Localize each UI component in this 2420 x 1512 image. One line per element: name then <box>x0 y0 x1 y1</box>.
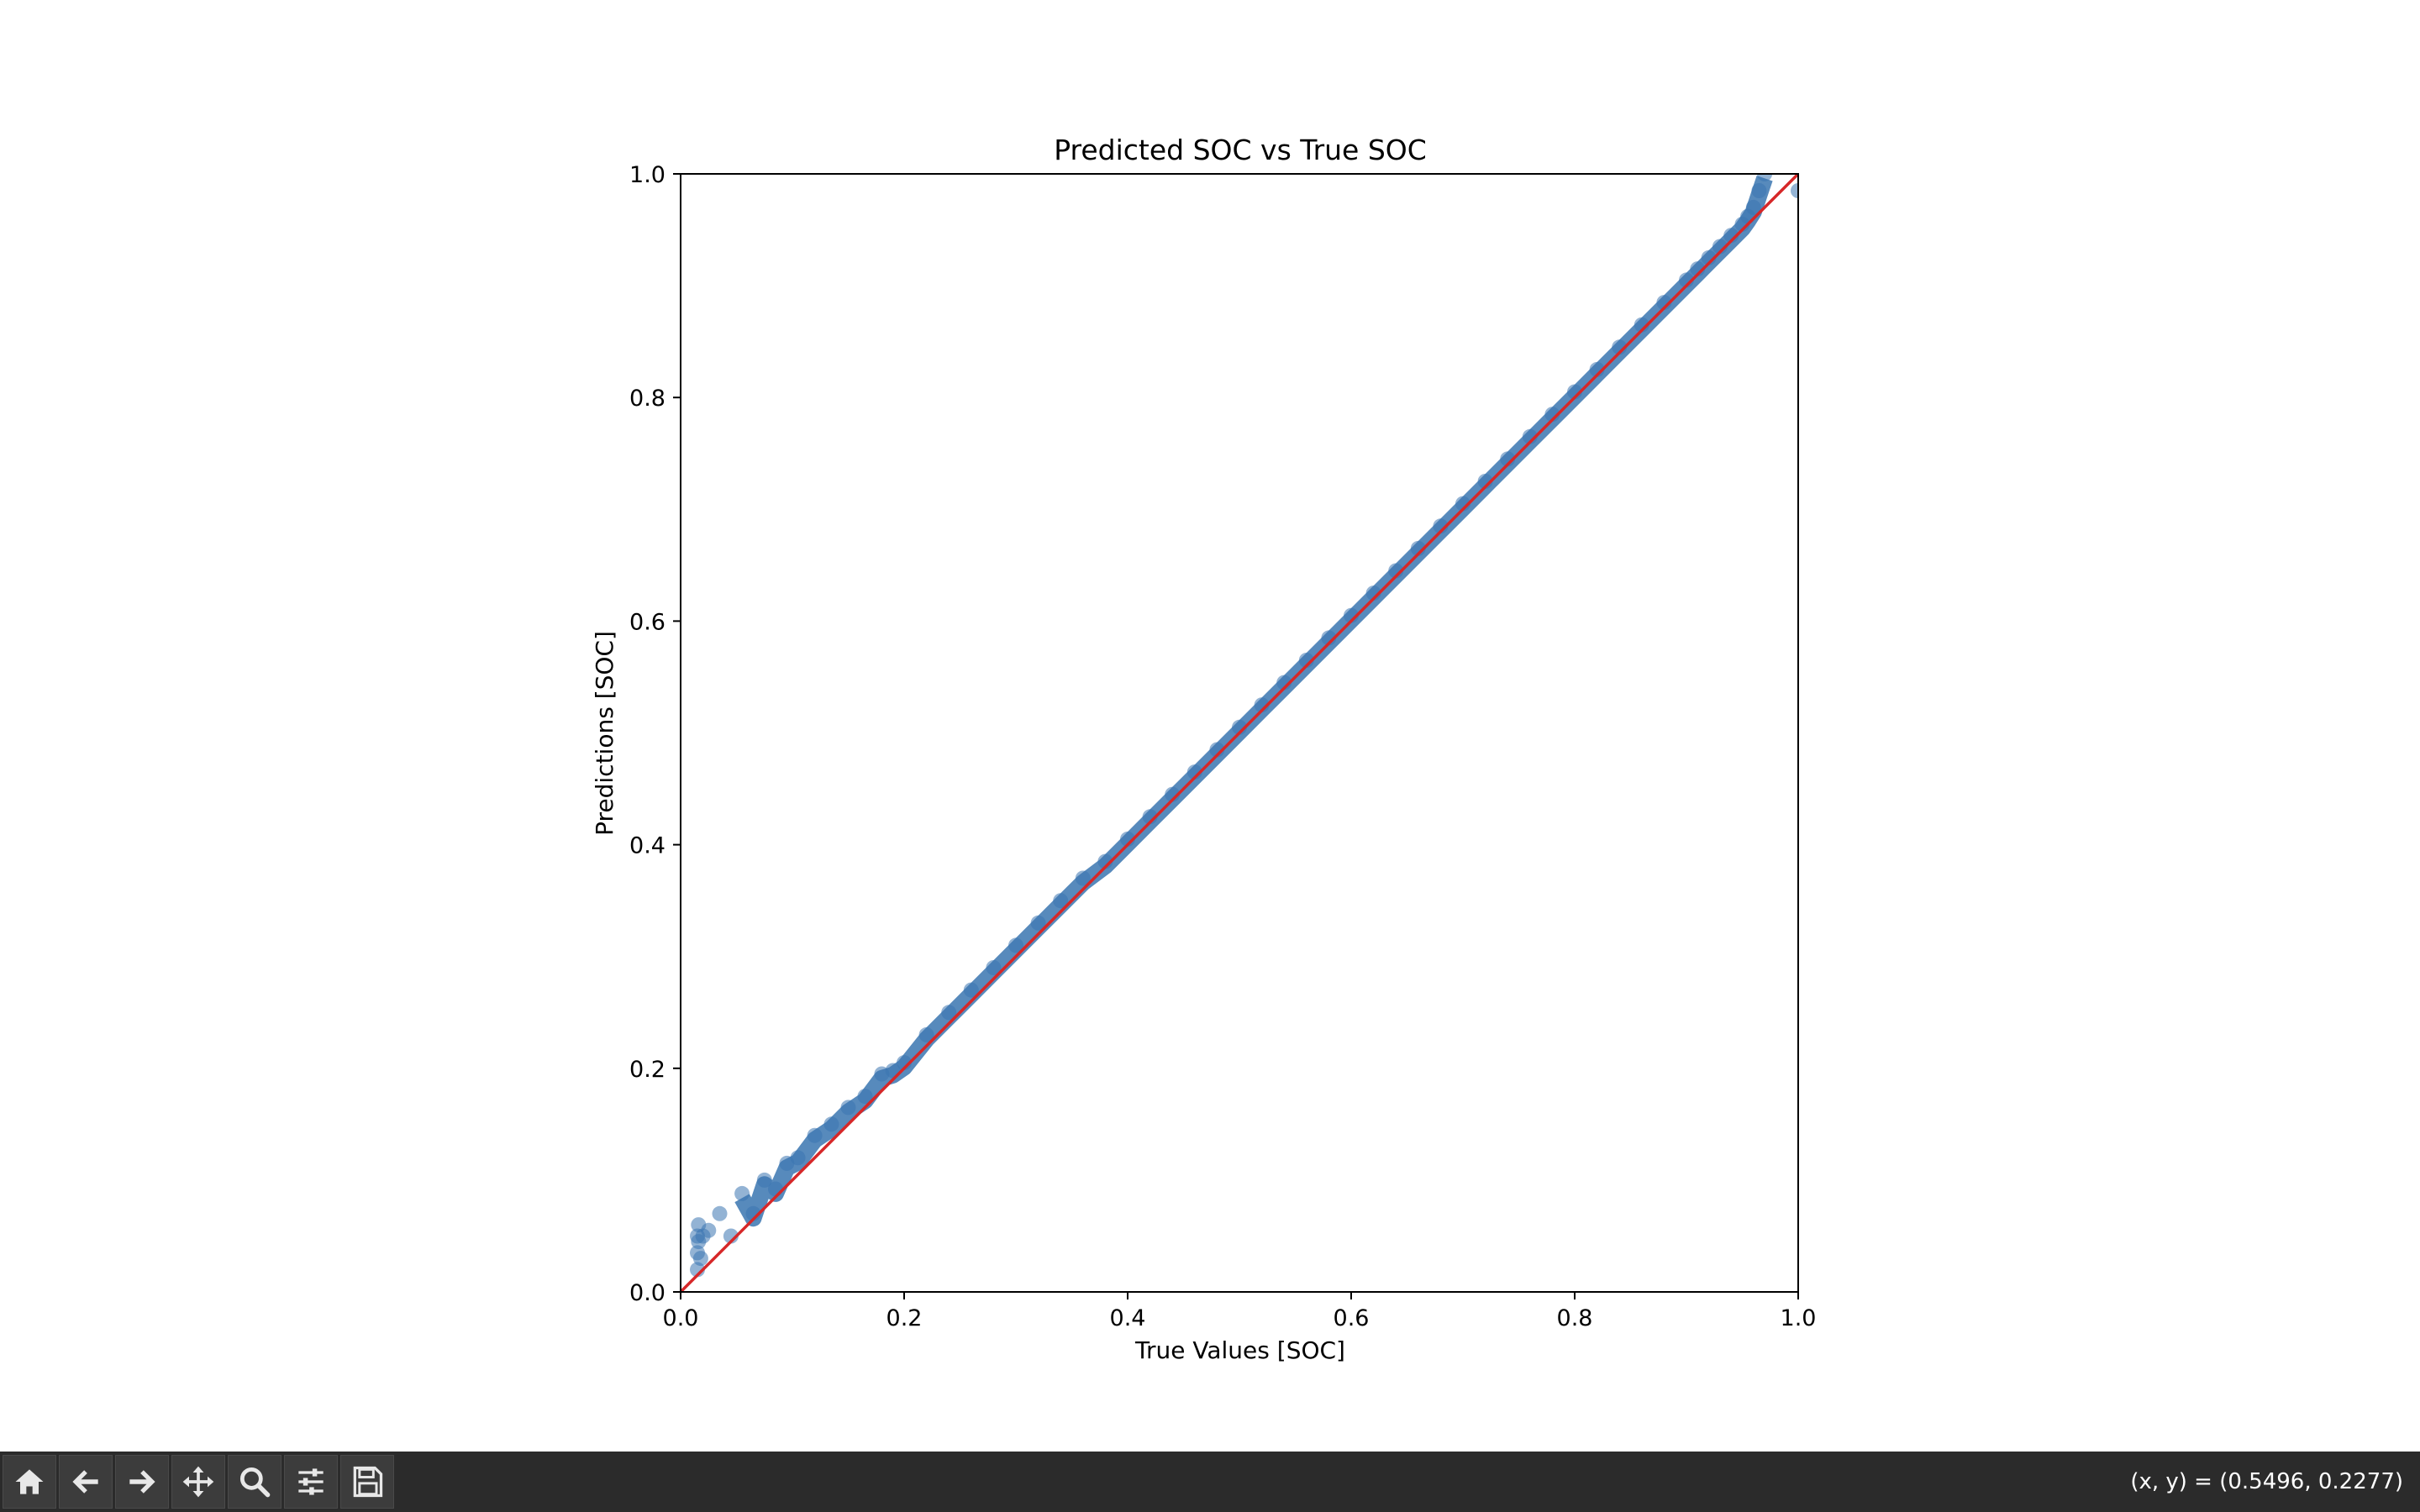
y-tick-label: 0.0 <box>629 1280 666 1306</box>
zoom-magnifier-icon <box>239 1467 271 1498</box>
y-axis-label: Predictions [SOC] <box>591 631 618 836</box>
coordinate-readout: (x, y) = (0.5496, 0.2277) <box>2130 1469 2403 1494</box>
scatter-point <box>1030 915 1046 931</box>
reference-line <box>681 174 1798 1292</box>
scatter-point <box>807 1127 823 1143</box>
scatter-point <box>918 1026 934 1042</box>
scatter-point <box>1791 183 1798 198</box>
scatter-point <box>963 982 979 998</box>
scatter-point <box>986 960 1002 975</box>
scatter-point <box>1751 183 1767 198</box>
scatter-chart[interactable]: Predicted SOC vs True SOC 0.0 0.2 0.4 0.6 0.… <box>0 0 2420 1452</box>
x-tick-label: 0.4 <box>1110 1305 1146 1331</box>
scatter-point <box>1757 174 1773 181</box>
back-button[interactable] <box>59 1455 113 1509</box>
scatter-point <box>756 1172 772 1188</box>
scatter-point <box>701 1222 717 1238</box>
scatter-point <box>712 1205 728 1221</box>
home-icon <box>15 1469 44 1494</box>
pan-button[interactable] <box>171 1455 225 1509</box>
y-tick-label: 0.2 <box>629 1057 666 1083</box>
scatter-point <box>692 1251 708 1267</box>
configure-subplots-button[interactable] <box>284 1455 338 1509</box>
scatter-point <box>941 1005 957 1021</box>
scatter-point <box>840 1100 856 1116</box>
navigation-toolbar: (x, y) = (0.5496, 0.2277) <box>0 1452 2420 1512</box>
scatter-point <box>1053 893 1069 909</box>
x-tick-label: 0.0 <box>663 1305 699 1331</box>
x-tick-label: 1.0 <box>1781 1305 1817 1331</box>
scatter-point <box>1745 199 1761 215</box>
x-tick-label: 0.2 <box>886 1305 923 1331</box>
data-marks <box>681 174 1798 1292</box>
configure-subplots-icon <box>298 1468 324 1495</box>
forward-button[interactable] <box>115 1455 169 1509</box>
forward-arrow-icon <box>129 1470 155 1494</box>
save-button[interactable] <box>340 1455 394 1509</box>
y-tick-label: 0.8 <box>629 386 666 412</box>
y-tick-label: 0.6 <box>629 609 666 635</box>
save-disk-icon <box>353 1466 383 1498</box>
scatter-point <box>857 1089 873 1105</box>
scatter-point <box>768 1181 783 1197</box>
back-arrow-icon <box>72 1470 98 1494</box>
zoom-button[interactable] <box>228 1455 281 1509</box>
scatter-point <box>1008 937 1023 953</box>
x-axis-label: True Values [SOC] <box>1134 1336 1345 1364</box>
axes-frame <box>680 173 1799 1293</box>
scatter-point <box>1075 870 1091 886</box>
figure-canvas[interactable]: Predicted SOC vs True SOC 0.0 0.2 0.4 0.6 0.… <box>0 0 2420 1452</box>
scatter-point <box>823 1116 839 1132</box>
axes: 0.0 0.2 0.4 0.6 0.8 1.0 0.0 0.2 0.4 0.6 0.8 1.0 <box>629 162 1816 1331</box>
y-tick-label: 0.4 <box>629 833 666 859</box>
y-tick-label: 1.0 <box>629 162 666 188</box>
pan-move-icon <box>182 1466 214 1498</box>
scatter-point <box>790 1150 806 1166</box>
home-button[interactable] <box>3 1455 56 1509</box>
chart-title: Predicted SOC vs True SOC <box>1054 134 1427 166</box>
x-tick-label: 0.6 <box>1334 1305 1370 1331</box>
x-tick-label: 0.8 <box>1557 1305 1593 1331</box>
scatter-point <box>734 1185 750 1201</box>
